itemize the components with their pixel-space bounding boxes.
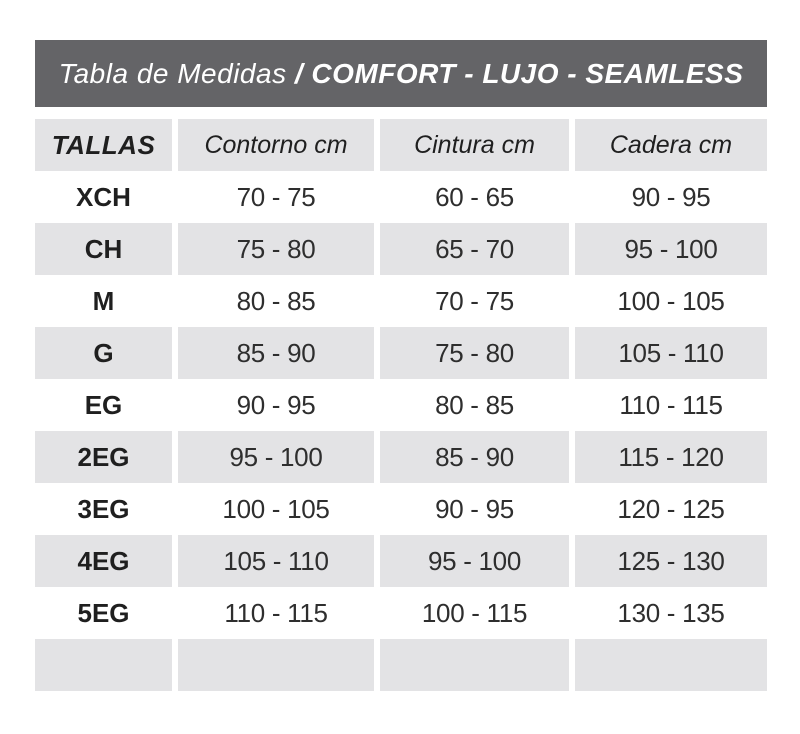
- size-label: 2EG: [35, 431, 172, 483]
- cadera-value: 125 - 130: [575, 535, 767, 587]
- cintura-value: 90 - 95: [435, 493, 514, 524]
- title-bar: Tabla de Medidas / COMFORT - LUJO - SEAM…: [35, 40, 767, 107]
- cintura-value: 100 - 115: [421, 597, 528, 628]
- page-title-regular: Tabla de Medidas: [58, 57, 295, 89]
- size-label: G: [35, 327, 172, 379]
- cadera-value: 110 - 115: [619, 389, 723, 420]
- page-title-bold: / COMFORT - LUJO - SEAMLESS: [294, 57, 744, 89]
- cadera-value: 115 - 120: [575, 431, 767, 483]
- size-label: XCH: [76, 181, 131, 212]
- empty-cell: [380, 639, 569, 691]
- column-header-cintura: Cintura cm: [380, 119, 569, 171]
- column-header-tallas: TALLAS: [35, 119, 172, 171]
- contorno-value: 105 - 110: [178, 535, 374, 587]
- cadera-value: 105 - 110: [575, 327, 767, 379]
- contorno-value: 110 - 115: [224, 597, 328, 628]
- column-header-cadera: Cadera cm: [575, 119, 767, 171]
- cintura-value: 60 - 65: [435, 181, 514, 212]
- cintura-value: 85 - 90: [380, 431, 569, 483]
- size-label: CH: [35, 223, 172, 275]
- cintura-value: 80 - 85: [435, 389, 514, 420]
- contorno-value: 100 - 105: [222, 493, 330, 524]
- size-label: 3EG: [77, 493, 130, 524]
- cadera-value: 95 - 100: [575, 223, 767, 275]
- size-label: 4EG: [35, 535, 172, 587]
- contorno-value: 70 - 75: [236, 181, 316, 212]
- cintura-value: 95 - 100: [380, 535, 569, 587]
- contorno-value: 80 - 85: [236, 285, 316, 316]
- size-label: M: [92, 285, 115, 316]
- contorno-value: 75 - 80: [178, 223, 374, 275]
- empty-cell: [35, 639, 172, 691]
- cintura-value: 70 - 75: [435, 285, 514, 316]
- empty-cell: [575, 639, 767, 691]
- page-title: Tabla de Medidas / COMFORT - LUJO - SEAM…: [59, 58, 744, 90]
- size-chart-table: TALLAS Contorno cm Cintura cm Cadera cm …: [35, 119, 767, 691]
- cadera-value: 120 - 125: [617, 493, 725, 524]
- cintura-value: 75 - 80: [380, 327, 569, 379]
- cadera-value: 100 - 105: [617, 285, 725, 316]
- contorno-value: 90 - 95: [236, 389, 316, 420]
- cadera-value: 90 - 95: [631, 181, 711, 212]
- contorno-value: 85 - 90: [178, 327, 374, 379]
- contorno-value: 95 - 100: [178, 431, 374, 483]
- empty-cell: [178, 639, 374, 691]
- cintura-value: 65 - 70: [380, 223, 569, 275]
- column-header-contorno: Contorno cm: [178, 119, 374, 171]
- size-label: 5EG: [77, 597, 130, 628]
- size-label: EG: [84, 389, 123, 420]
- cadera-value: 130 - 135: [617, 597, 725, 628]
